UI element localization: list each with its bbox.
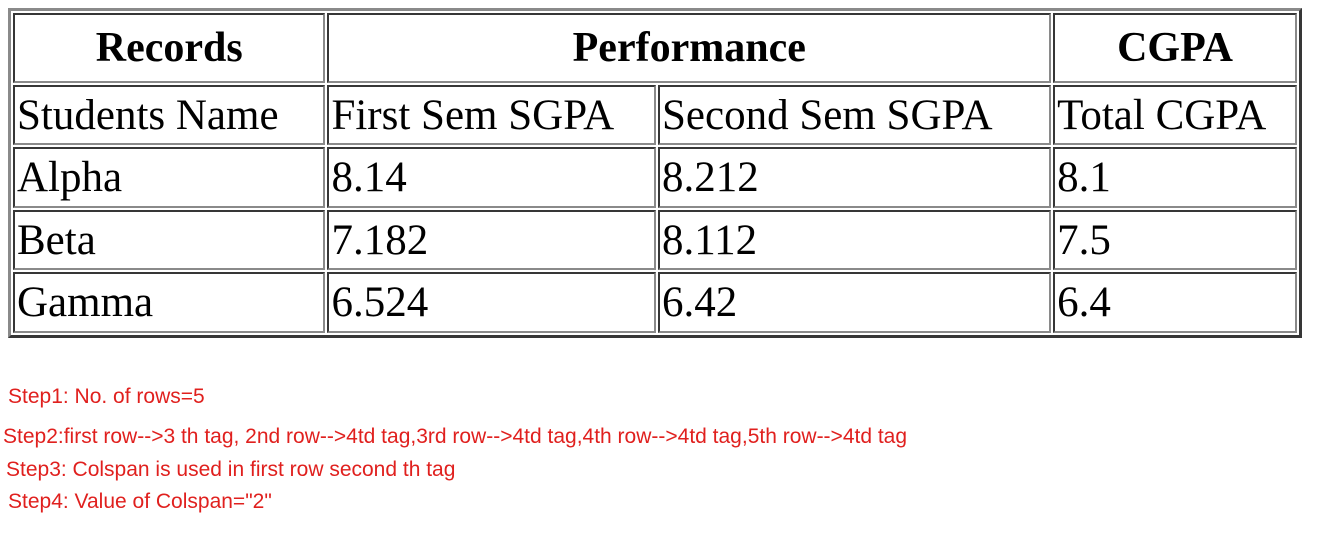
- cell-first-sem: 8.14: [327, 147, 656, 208]
- cell-first-sem: 6.524: [327, 272, 656, 333]
- cell-second-sem: 8.112: [658, 209, 1052, 271]
- header-records: Records: [13, 13, 326, 83]
- subheader-total-cgpa: Total CGPA: [1053, 84, 1297, 146]
- note-step3: Step3: Colspan is used in first row seco…: [6, 458, 456, 481]
- cell-total-cgpa: 7.5: [1053, 209, 1297, 271]
- cell-total-cgpa: 6.4: [1053, 272, 1297, 333]
- records-table: Records Performance CGPA Students Name F…: [8, 8, 1302, 338]
- header-row: Records Performance CGPA: [13, 13, 1297, 83]
- cell-total-cgpa: 8.1: [1053, 147, 1297, 208]
- note-step1: Step1: No. of rows=5: [8, 385, 205, 408]
- note-step4: Step4: Value of Colspan="2": [8, 490, 272, 513]
- cell-student-name: Alpha: [13, 147, 326, 208]
- subheader-first-sem-sgpa: First Sem SGPA: [327, 84, 656, 146]
- subheader-students-name: Students Name: [13, 84, 326, 146]
- subheader-second-sem-sgpa: Second Sem SGPA: [658, 84, 1052, 146]
- note-step2: Step2:first row-->3 th tag, 2nd row-->4t…: [3, 425, 908, 448]
- cell-second-sem: 8.212: [658, 147, 1052, 208]
- table-row: Alpha 8.14 8.212 8.1: [13, 147, 1297, 208]
- table-row: Beta 7.182 8.112 7.5: [13, 209, 1297, 271]
- cell-second-sem: 6.42: [658, 272, 1052, 333]
- header-cgpa: CGPA: [1053, 13, 1297, 83]
- cell-student-name: Beta: [13, 209, 326, 271]
- subheader-row: Students Name First Sem SGPA Second Sem …: [13, 84, 1297, 146]
- header-performance: Performance: [327, 13, 1052, 83]
- cell-first-sem: 7.182: [327, 209, 656, 271]
- table-row: Gamma 6.524 6.42 6.4: [13, 272, 1297, 333]
- cell-student-name: Gamma: [13, 272, 326, 333]
